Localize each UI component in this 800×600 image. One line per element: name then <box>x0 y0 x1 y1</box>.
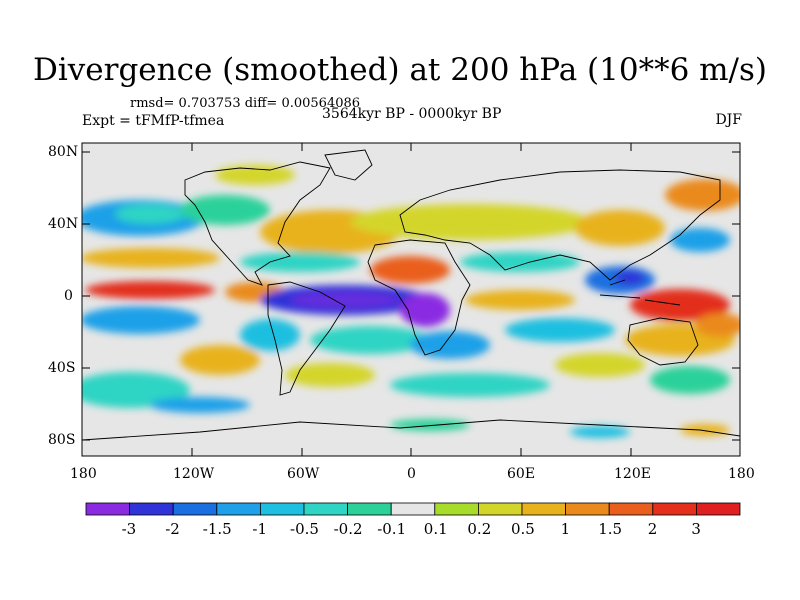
experiment-label: Expt = tFMfP-tfmea <box>82 113 225 129</box>
x-tick-120e: 120E <box>614 466 651 482</box>
map-title: Divergence (smoothed) at 200 hPa (10**6 … <box>33 52 767 88</box>
colorbar-swatch <box>129 502 174 516</box>
colorbar <box>85 502 741 516</box>
x-tick-0: 0 <box>407 466 416 482</box>
divergence-field <box>82 165 740 438</box>
colorbar-label: -1.5 <box>202 520 232 538</box>
australia-outline <box>627 317 699 366</box>
x-tick-180e: 180 <box>728 466 755 482</box>
colorbar-swatch <box>390 502 436 516</box>
y-tick-80n: 80N <box>48 144 79 160</box>
colorbar-label: -3 <box>121 520 137 538</box>
colorbar-label: 2 <box>647 520 658 538</box>
season-label: DJF <box>715 112 742 128</box>
colorbar-swatch <box>303 502 348 516</box>
colorbar-swatch <box>216 502 261 516</box>
colorbar-label: 0.2 <box>467 520 492 538</box>
colorbar-label: 1.5 <box>598 520 623 538</box>
colorbar-swatch <box>608 502 654 516</box>
colorbar-swatch <box>652 502 697 516</box>
europe-asia-outline <box>399 169 721 281</box>
colorbar-swatch <box>477 502 523 516</box>
colorbar-swatch <box>259 502 305 516</box>
colorbar-swatch <box>434 502 479 516</box>
colorbar-label: 1 <box>560 520 571 538</box>
colorbar-swatch <box>347 502 392 516</box>
axis-ticks <box>82 143 740 456</box>
colorbar-swatch <box>172 502 218 516</box>
south-america-outline <box>267 281 346 396</box>
y-tick-80s: 80S <box>48 432 76 448</box>
x-tick-60w: 60W <box>287 466 320 482</box>
y-tick-40n: 40N <box>48 216 79 232</box>
stats-text: rmsd= 0.703753 diff= 0.00564086 <box>130 96 361 111</box>
colorbar-label: -0.1 <box>377 520 407 538</box>
y-tick-40s: 40S <box>48 360 76 376</box>
antarctica-outline <box>82 419 740 441</box>
map-plot-area <box>81 142 741 457</box>
period-label: 3564kyr BP - 0000kyr BP <box>322 106 502 122</box>
colorbar-swatch <box>85 502 130 516</box>
x-tick-60e: 60E <box>507 466 536 482</box>
colorbar-label: 3 <box>691 520 701 538</box>
africa-outline <box>367 239 471 356</box>
colorbar-swatch <box>565 502 610 516</box>
colorbar-label: 0.5 <box>511 520 535 538</box>
north-america-outline <box>184 161 331 286</box>
coastlines <box>82 149 740 441</box>
y-tick-0: 0 <box>64 288 73 304</box>
colorbar-label: -1 <box>252 520 268 538</box>
x-tick-120w: 120W <box>173 466 215 482</box>
indonesia-outline <box>599 279 681 306</box>
x-tick-180w: 180 <box>70 466 97 482</box>
colorbar-label: -2 <box>165 520 180 538</box>
colorbar-label: -0.5 <box>290 520 319 538</box>
colorbar-label: 0.1 <box>423 520 448 538</box>
colorbar-swatch <box>521 502 566 516</box>
greenland-outline <box>324 149 373 181</box>
colorbar-label: -0.2 <box>333 520 363 538</box>
colorbar-swatch <box>696 502 741 516</box>
